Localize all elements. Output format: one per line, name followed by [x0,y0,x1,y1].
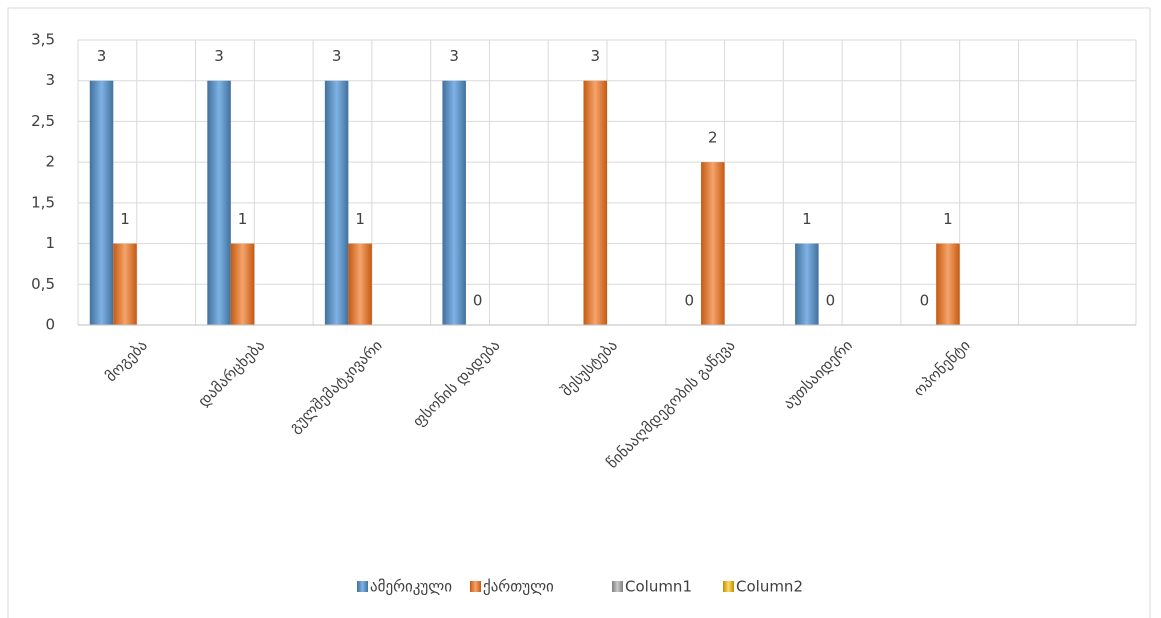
legend-label: ქართული [483,578,554,596]
legend-label: Column1 [625,578,692,596]
data-label: 3 [332,47,342,65]
y-tick-label: 1,5 [31,193,55,211]
bar [207,80,231,325]
x-tick-label: წინააღმდეგობის გაწევა [603,336,739,472]
data-label: 1 [943,210,953,228]
bar [795,243,819,325]
bar [701,162,725,325]
data-label: 1 [238,210,248,228]
bar [936,243,960,325]
legend-marker [723,581,734,592]
legend-marker [470,581,481,592]
data-label: 2 [708,129,718,147]
data-label: 3 [214,47,224,65]
chart-frame [7,7,1151,618]
bar [230,243,255,325]
legend-marker [357,581,368,592]
x-tick-label: ფსონის დადება [409,336,503,430]
bar [89,80,114,325]
data-label: 3 [590,47,600,65]
data-label: 1 [355,210,365,228]
legend-marker [612,581,623,592]
x-tick-label: დამარცხება [194,336,268,410]
bar [113,243,137,325]
data-label: 0 [685,292,695,310]
y-tick-label: 2,5 [31,112,55,130]
y-tick-label: 0 [45,316,55,334]
bar [442,80,466,325]
data-label: 1 [802,210,812,228]
legend-label: ამერიკული [370,578,452,596]
data-label: 3 [449,47,459,65]
x-tick-label: მოგება [102,336,151,385]
legend-label: Column2 [736,578,803,596]
y-tick-label: 3 [45,71,55,89]
x-tick-label: ოპონენტი [910,336,974,400]
x-tick-label: გულშემატკივარი [286,336,386,436]
bar [324,80,349,325]
data-label: 0 [920,292,930,310]
bar [583,80,607,325]
x-tick-label: შესუსტება [558,336,621,399]
data-label: 3 [97,47,107,65]
bar [348,243,372,325]
data-label: 1 [120,210,130,228]
y-tick-label: 3,5 [31,31,55,49]
y-tick-label: 2 [45,153,55,171]
y-tick-label: 1 [45,234,55,252]
data-label: 0 [826,292,836,310]
y-tick-label: 0,5 [31,275,55,293]
x-tick-label: აუთსაიდერი [780,336,857,413]
data-label: 0 [473,292,483,310]
